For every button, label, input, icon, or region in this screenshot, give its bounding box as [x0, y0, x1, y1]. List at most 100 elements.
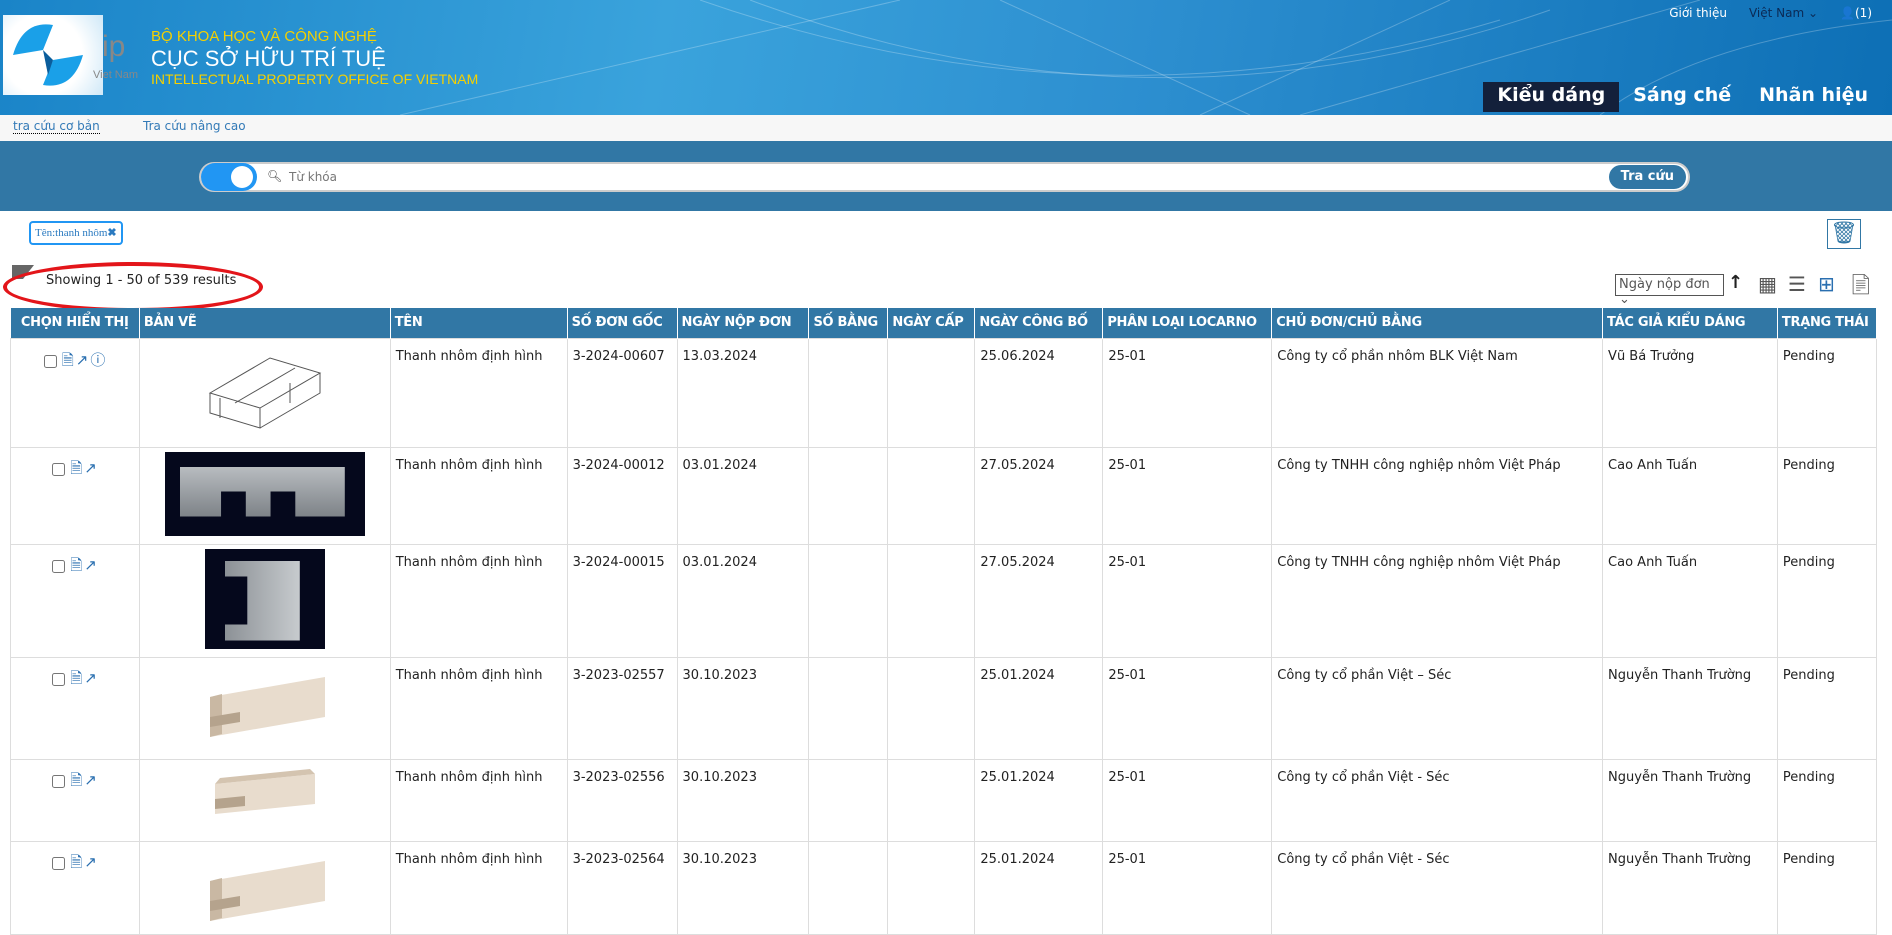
row-checkbox[interactable] — [43, 354, 57, 368]
cell-name: Thanh nhôm định hình — [389, 337, 568, 448]
row-checkbox[interactable] — [52, 462, 66, 476]
design-image — [164, 451, 365, 536]
cell-owner: Công ty cổ phần Việt - Séc — [1271, 840, 1604, 935]
column-header: CHỌN HIỂN THỊ — [10, 308, 140, 338]
column-header: TRẠNG THÁI — [1777, 308, 1878, 338]
drawing-cell[interactable] — [138, 337, 391, 448]
list-view-icon[interactable]: ☰ — [1788, 272, 1806, 296]
document-icon[interactable]: 🗎 — [70, 668, 83, 687]
user-menu[interactable]: 👤(1) — [1840, 6, 1872, 20]
cell-status: Pending — [1776, 446, 1878, 545]
search-bar: 🔍︎ Từ khóa Tra cứu — [199, 162, 1690, 192]
tab-kieu-dang[interactable]: Kiểu dáng — [1483, 82, 1620, 112]
document-icon[interactable]: 🗎 — [70, 852, 83, 871]
row-checkbox[interactable] — [52, 672, 66, 686]
cell-locarno: 25-01 — [1102, 337, 1273, 448]
design-image — [204, 548, 325, 649]
column-header: NGÀY CẤP — [887, 308, 976, 338]
cell-status: Pending — [1776, 337, 1878, 448]
row-checkbox[interactable] — [52, 856, 66, 870]
row-actions: 🗎 ↗ — [10, 840, 140, 935]
chevron-down-icon: ⌄ — [1807, 6, 1819, 20]
external-link-icon[interactable]: ↗ — [84, 555, 97, 574]
table-row: 🗎 ↗ Thanh nhôm định hình 3-2023-02556 30.10.… — [10, 758, 1878, 842]
cell-app-no: 3-2024-00607 — [566, 337, 678, 448]
search-toggle[interactable] — [201, 163, 257, 191]
row-actions: 🗎 ↗ ⓘ — [10, 337, 140, 448]
drawing-cell[interactable] — [138, 543, 391, 658]
cell-author: Cao Anh Tuấn — [1602, 446, 1778, 545]
cell-grant — [887, 758, 976, 842]
cell-pub: 27.05.2024 — [974, 446, 1104, 545]
user-icon: 👤 — [1840, 6, 1855, 20]
table-row: 🗎 ↗ ⓘ Thanh nhôm định hình 3-2024-00607 13.03… — [10, 337, 1878, 448]
cell-author: Nguyễn Thanh Trường — [1602, 840, 1778, 935]
search-mode-nav: tra cứu cơ bản Tra cứu nâng cao — [0, 115, 1892, 141]
cell-app-no: 3-2023-02556 — [566, 758, 678, 842]
column-header: SỐ BẰNG — [808, 308, 889, 338]
external-link-icon[interactable]: ↗ — [84, 458, 97, 477]
document-icon[interactable]: 🗎 — [70, 770, 83, 789]
column-header: BẢN VẼ — [139, 308, 391, 338]
row-checkbox[interactable] — [52, 774, 66, 788]
filter-chip[interactable]: Tên:thanh nhôm✖ — [29, 221, 123, 245]
cell-name: Thanh nhôm định hình — [389, 840, 568, 935]
cell-pub: 25.06.2024 — [974, 337, 1104, 448]
grid-view-icon[interactable]: ▦ — [1758, 272, 1777, 296]
about-link[interactable]: Giới thiệu — [1669, 6, 1727, 20]
external-link-icon[interactable]: ↗ — [75, 350, 89, 369]
column-header: TÊN — [390, 308, 568, 338]
user-count: (1) — [1855, 6, 1872, 20]
row-actions: 🗎 ↗ — [10, 758, 140, 842]
language-select[interactable]: Việt Nam ⌄ — [1749, 6, 1818, 20]
filter-chip-label: Tên:thanh nhôm — [35, 227, 108, 239]
search-button[interactable]: Tra cứu — [1608, 165, 1686, 189]
delete-button[interactable]: 🗑︎ — [1827, 219, 1861, 249]
document-icon[interactable]: 🗎 — [70, 555, 83, 574]
search-input[interactable]: Từ khóa — [289, 170, 337, 184]
tab-sang-che[interactable]: Sáng chế — [1633, 84, 1732, 106]
cell-filing: 30.10.2023 — [676, 758, 810, 842]
cell-filing: 03.01.2024 — [676, 543, 810, 658]
table-row: 🗎 ↗ Thanh nhôm định hình 3-2023-02564 30.10.… — [10, 840, 1878, 935]
basic-search-link[interactable]: tra cứu cơ bản — [13, 119, 100, 134]
external-link-icon[interactable]: ↗ — [84, 668, 97, 687]
office-title-en: INTELLECTUAL PROPERTY OFFICE OF VIETNAM — [151, 71, 479, 87]
table-row: 🗎 ↗ Thanh nhôm định hình 3-2024-00015 03.01.… — [10, 543, 1878, 658]
tab-nhan-hieu[interactable]: Nhãn hiệu — [1759, 84, 1868, 106]
close-icon[interactable]: ✖ — [107, 227, 117, 239]
cell-grant — [887, 337, 976, 448]
design-image — [209, 860, 325, 921]
sort-direction-arrow-up-icon[interactable]: ↑ — [1728, 272, 1744, 293]
cell-owner: Công ty cổ phần Việt - Séc — [1271, 758, 1604, 842]
drawing-cell[interactable] — [138, 840, 391, 935]
table-row: 🗎 ↗ Thanh nhôm định hình 3-2023-02557 30.10.… — [10, 656, 1878, 760]
info-icon[interactable]: ⓘ — [90, 350, 106, 369]
cell-grant — [887, 656, 976, 760]
row-checkbox[interactable] — [52, 559, 66, 573]
cell-name: Thanh nhôm định hình — [389, 446, 568, 545]
column-header: NGÀY CÔNG BỐ — [974, 308, 1104, 338]
sort-selected: Ngày nộp đơn — [1619, 277, 1710, 292]
document-icon[interactable]: 🗎 — [61, 350, 74, 369]
document-icon[interactable]: 🗎 — [70, 458, 83, 477]
cell-locarno: 25-01 — [1102, 656, 1273, 760]
drawing-cell[interactable] — [138, 446, 391, 545]
sort-select[interactable]: Ngày nộp đơn ⌄ — [1615, 274, 1724, 307]
cell-locarno: 25-01 — [1102, 840, 1273, 935]
cell-filing: 30.10.2023 — [676, 656, 810, 760]
pdf-export-icon[interactable]: 📄︎ — [1848, 272, 1874, 296]
cell-status: Pending — [1776, 840, 1878, 935]
external-link-icon[interactable]: ↗ — [84, 852, 97, 871]
cell-patent — [808, 337, 889, 448]
logo[interactable]: ip Viet Nam — [3, 15, 138, 95]
drawing-cell[interactable] — [138, 656, 391, 760]
drawing-cell[interactable] — [138, 758, 391, 842]
table-view-icon[interactable]: ⊞ — [1818, 272, 1835, 296]
column-header: SỐ ĐƠN GỐC — [567, 308, 678, 338]
cell-name: Thanh nhôm định hình — [389, 758, 568, 842]
external-link-icon[interactable]: ↗ — [84, 770, 97, 789]
search-band: 🔍︎ Từ khóa Tra cứu — [0, 141, 1892, 211]
advanced-search-link[interactable]: Tra cứu nâng cao — [143, 119, 246, 133]
row-actions: 🗎 ↗ — [10, 543, 140, 658]
